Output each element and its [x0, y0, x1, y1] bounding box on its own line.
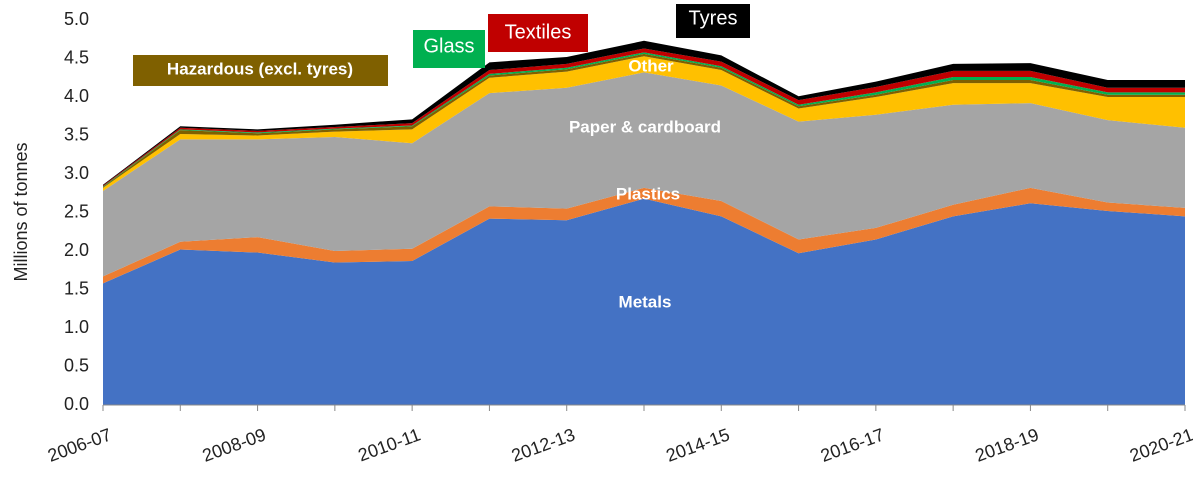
y-tick-label: 5.0: [64, 9, 89, 29]
x-tick-label: 2016-17: [818, 424, 887, 465]
label-box: [676, 4, 750, 38]
area: [103, 52, 1185, 188]
series-label: Paper & cardboard: [569, 117, 721, 136]
y-tick-label: 2.0: [64, 240, 89, 260]
y-tick-label: 2.5: [64, 201, 89, 221]
x-tick-label: 2006-07: [45, 424, 114, 465]
x-tick-label: 2014-15: [663, 424, 732, 465]
series-label: Metals: [619, 292, 672, 311]
x-tick-label: 2020-21: [1127, 424, 1193, 465]
area: [103, 198, 1185, 405]
y-tick-label: 3.0: [64, 163, 89, 183]
series-label: Other: [628, 56, 674, 75]
series-label: Plastics: [616, 184, 680, 203]
y-tick-label: 4.5: [64, 47, 89, 67]
y-tick-label: 0.5: [64, 355, 89, 375]
y-tick-label: 4.0: [64, 86, 89, 106]
series-label: Textiles: [505, 21, 572, 43]
y-tick-label: 3.5: [64, 124, 89, 144]
area: [103, 187, 1185, 284]
y-tick-label: 0.0: [64, 394, 89, 414]
label-box: [413, 30, 485, 68]
x-tick-label: 2008-09: [200, 424, 269, 465]
area: [103, 72, 1185, 277]
x-tick-label: 2018-19: [973, 424, 1042, 465]
area: [103, 40, 1185, 186]
label-box: [488, 14, 588, 52]
y-axis-label: Millions of tonnes: [11, 142, 31, 281]
x-tick-label: 2012-13: [509, 424, 578, 465]
series-label: Tyres: [689, 7, 738, 29]
y-tick-label: 1.5: [64, 278, 89, 298]
area: [103, 48, 1185, 187]
label-box: [133, 55, 388, 86]
series-label: Hazardous (excl. tyres): [167, 59, 353, 78]
series-label: Glass: [423, 35, 474, 57]
x-tick-label: 2010-11: [355, 424, 423, 465]
y-tick-label: 1.0: [64, 317, 89, 337]
